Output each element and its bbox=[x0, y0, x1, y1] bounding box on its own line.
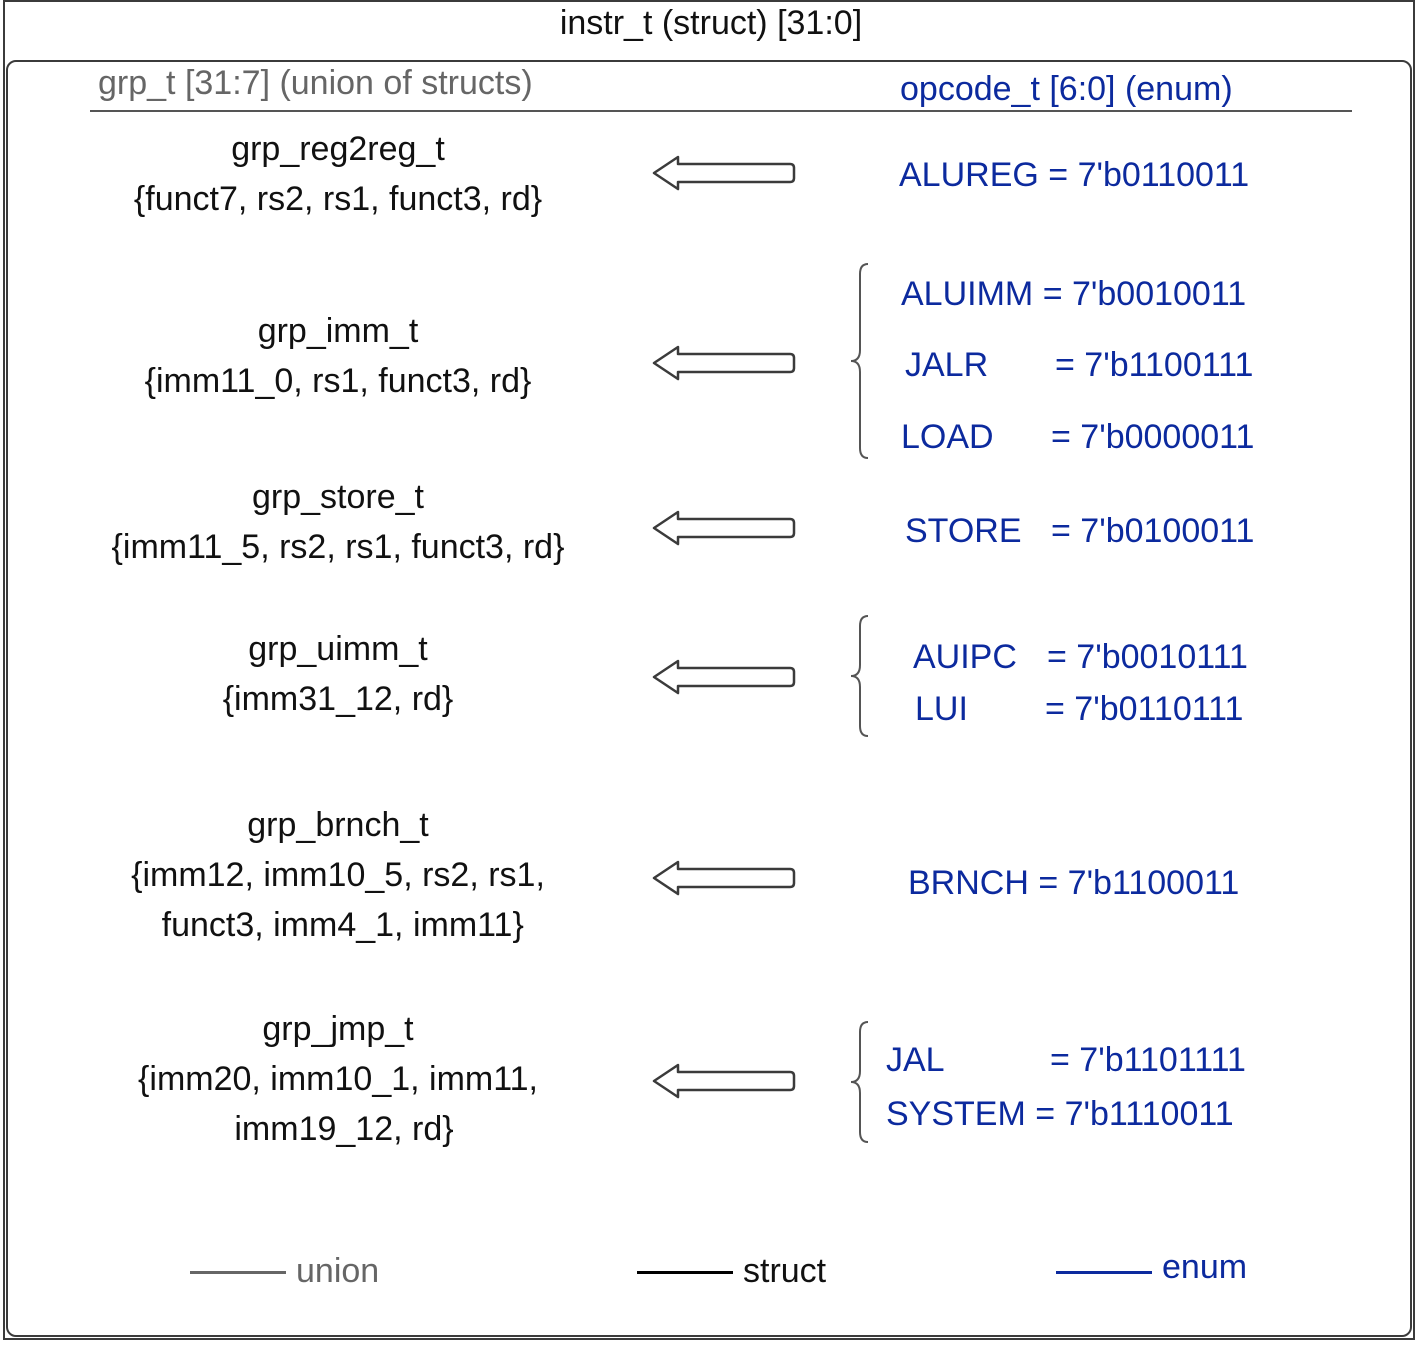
opcode-name: LOAD bbox=[901, 418, 994, 456]
opcode-value: = 7'b0000011 bbox=[1051, 418, 1255, 456]
group-fields-cont: funct3, imm4_1, imm11} bbox=[152, 906, 524, 944]
header-divider bbox=[90, 110, 1352, 112]
opcode-brnch: BRNCH = 7'b1100011 bbox=[908, 864, 1239, 903]
opcode-aluimm: ALUIMM = 7'b0010011 bbox=[901, 275, 1246, 314]
opcode-value: = 7'b0010111 bbox=[1047, 638, 1248, 676]
opcode-alureg: ALUREG = 7'b0110011 bbox=[899, 156, 1249, 195]
opcode-name: AUIPC bbox=[913, 638, 1017, 676]
legend-struct-label: struct bbox=[743, 1252, 827, 1290]
group-fields-cont: imm19_12, rd} bbox=[234, 1110, 454, 1148]
opcode-value: = 7'b1101111 bbox=[1050, 1041, 1246, 1079]
group-name: grp_store_t bbox=[252, 478, 424, 516]
group-fields: {imm20, imm10_1, imm11, bbox=[138, 1060, 538, 1098]
group-name: grp_imm_t bbox=[257, 312, 419, 350]
group-fields: {imm31_12, rd} bbox=[222, 680, 454, 718]
opcode-value: = 7'b0100011 bbox=[1051, 512, 1255, 550]
brace-icon bbox=[850, 615, 869, 737]
opcode-value: = 7'b1110011 bbox=[1035, 1095, 1234, 1133]
legend-union-label: union bbox=[296, 1252, 380, 1290]
arrow-left-icon bbox=[652, 155, 796, 191]
arrow-left-icon bbox=[652, 860, 796, 896]
opcode-store: STORE = 7'b0100011 bbox=[905, 512, 1254, 551]
opcode-name: STORE bbox=[905, 512, 1022, 550]
opcode-name: JAL bbox=[886, 1041, 945, 1079]
opcode-name: LUI bbox=[915, 690, 968, 728]
group-jmp: grp_jmp_t {imm20, imm10_1, imm11, imm19_… bbox=[78, 1004, 598, 1154]
group-brnch: grp_brnch_t {imm12, imm10_5, rs2, rs1, f… bbox=[78, 800, 598, 950]
opcode-jalr: JALR = 7'b1100111 bbox=[905, 346, 1253, 385]
legend-struct-line bbox=[637, 1271, 733, 1274]
enum-header: opcode_t [6:0] (enum) bbox=[900, 70, 1233, 108]
union-frame bbox=[6, 60, 1412, 1337]
group-name: grp_reg2reg_t bbox=[231, 130, 445, 168]
group-fields: {imm12, imm10_5, rs2, rs1, bbox=[131, 856, 545, 894]
group-store: grp_store_t {imm11_5, rs2, rs1, funct3, … bbox=[78, 472, 598, 572]
brace-icon bbox=[850, 263, 869, 459]
opcode-system: SYSTEM = 7'b1110011 bbox=[886, 1095, 1234, 1134]
group-name: grp_jmp_t bbox=[262, 1010, 414, 1048]
opcode-lui: LUI = 7'b0110111 bbox=[915, 690, 1243, 729]
group-name: grp_brnch_t bbox=[247, 806, 429, 844]
group-reg2reg: grp_reg2reg_t {funct7, rs2, rs1, funct3,… bbox=[78, 124, 598, 224]
group-fields: {imm11_5, rs2, rs1, funct3, rd} bbox=[111, 528, 565, 566]
legend-union-line bbox=[190, 1271, 286, 1274]
diagram-title: instr_t (struct) [31:0] bbox=[559, 4, 863, 42]
arrow-left-icon bbox=[652, 510, 796, 546]
group-uimm: grp_uimm_t {imm31_12, rd} bbox=[78, 624, 598, 724]
group-fields: {imm11_0, rs1, funct3, rd} bbox=[144, 362, 532, 400]
opcode-auipc: AUIPC = 7'b0010111 bbox=[913, 638, 1248, 677]
group-fields: {funct7, rs2, rs1, funct3, rd} bbox=[133, 180, 543, 218]
group-imm: grp_imm_t {imm11_0, rs1, funct3, rd} bbox=[78, 306, 598, 406]
group-name: grp_uimm_t bbox=[248, 630, 428, 668]
arrow-left-icon bbox=[652, 659, 796, 695]
opcode-value: = 7'b0010011 bbox=[1042, 275, 1247, 313]
opcode-name: JALR bbox=[905, 346, 989, 384]
opcode-value: = 7'b1100111 bbox=[1055, 346, 1254, 384]
opcode-name: SYSTEM bbox=[886, 1095, 1026, 1133]
opcode-name: ALUIMM bbox=[901, 275, 1034, 313]
opcode-jal: JAL = 7'b1101111 bbox=[886, 1041, 1246, 1080]
legend-enum-line bbox=[1056, 1271, 1152, 1274]
instr-struct-frame bbox=[3, 0, 1415, 1340]
legend-enum-label: enum bbox=[1162, 1248, 1248, 1286]
opcode-load: LOAD = 7'b0000011 bbox=[901, 418, 1254, 457]
arrow-left-icon bbox=[652, 1063, 796, 1099]
opcode-value: = 7'b1100011 bbox=[1038, 864, 1240, 902]
union-header: grp_t [31:7] (union of structs) bbox=[98, 64, 533, 102]
opcode-name: BRNCH bbox=[908, 864, 1029, 902]
opcode-value: = 7'b0110011 bbox=[1048, 156, 1250, 194]
opcode-value: = 7'b0110111 bbox=[1045, 690, 1244, 728]
opcode-name: ALUREG bbox=[899, 156, 1039, 194]
brace-icon bbox=[850, 1021, 869, 1143]
arrow-left-icon bbox=[652, 345, 796, 381]
